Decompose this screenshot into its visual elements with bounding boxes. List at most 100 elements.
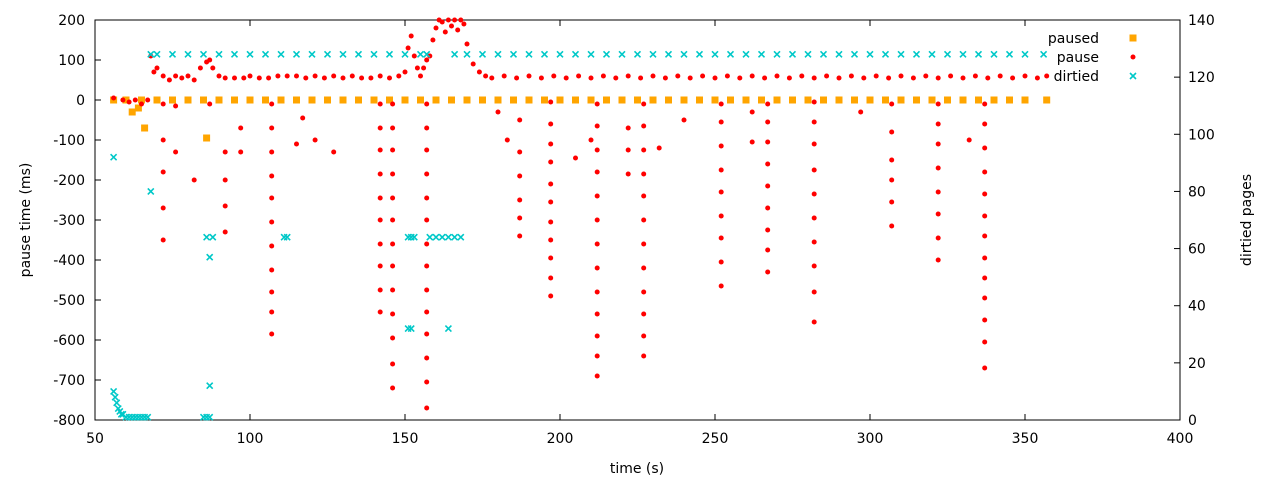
- pause-point: [191, 177, 197, 183]
- pause-point: [889, 129, 895, 135]
- pause-point: [173, 73, 179, 79]
- pause-point: [765, 247, 771, 253]
- pause-point: [294, 141, 299, 147]
- dirtied-point: [835, 50, 843, 58]
- pause-point: [811, 119, 817, 125]
- pause-point: [982, 275, 988, 281]
- y-tick-label: -400: [53, 253, 85, 269]
- x-tick-label: 300: [857, 431, 884, 447]
- pause-point: [548, 237, 554, 243]
- pause-point: [191, 77, 197, 83]
- pause-point: [548, 275, 554, 281]
- pause-point: [390, 147, 396, 153]
- paused-point: [308, 96, 316, 104]
- dirtied-point: [1040, 50, 1048, 58]
- pause-point: [594, 289, 600, 295]
- pause-point: [495, 109, 501, 115]
- pause-point: [294, 73, 299, 79]
- dirtied-point: [804, 50, 812, 58]
- y2-tick-label: 100: [1188, 127, 1215, 143]
- y-tick-label: 0: [76, 93, 85, 109]
- pause-point: [625, 73, 631, 79]
- pause-point: [424, 101, 430, 107]
- pause-point: [390, 263, 396, 269]
- legend-label: pause: [1057, 50, 1099, 66]
- pause-point: [594, 123, 600, 129]
- pause-point: [811, 75, 817, 81]
- dirtied-point: [990, 50, 998, 58]
- legend-marker: [1130, 54, 1136, 60]
- pause-point: [861, 75, 867, 81]
- dirtied-point: [261, 50, 270, 58]
- pause-point: [111, 95, 117, 101]
- paused-point: [618, 96, 626, 104]
- x-tick-label: 50: [86, 431, 104, 447]
- pause-point: [594, 353, 600, 359]
- pause-point: [836, 75, 842, 81]
- paused-point: [742, 96, 750, 104]
- paused-point: [835, 96, 843, 104]
- x-tick-label: 400: [1167, 431, 1194, 447]
- dirtied-point: [649, 50, 657, 58]
- paused-point: [463, 96, 471, 104]
- pause-point: [390, 125, 396, 131]
- pause-point: [982, 121, 988, 127]
- pause-point: [898, 73, 904, 79]
- series-paused: [110, 96, 1051, 142]
- pause-point: [625, 171, 631, 177]
- pause-point: [377, 217, 383, 223]
- pause-point: [681, 117, 687, 123]
- pause-point: [377, 195, 383, 201]
- pause-point: [222, 177, 228, 183]
- pause-point: [321, 75, 327, 81]
- paused-point: [603, 96, 610, 104]
- pause-point: [377, 101, 383, 107]
- x-tick-label: 200: [547, 431, 574, 447]
- pause-point: [982, 255, 988, 261]
- pause-point: [641, 217, 647, 223]
- pause-point: [390, 101, 396, 107]
- pause-point: [197, 65, 203, 71]
- pause-point: [377, 263, 383, 269]
- pause-point: [718, 119, 724, 125]
- pause-point: [718, 143, 724, 149]
- pause-point: [982, 317, 988, 323]
- pause-point: [433, 25, 439, 31]
- pause-point: [312, 73, 318, 79]
- pause-point: [641, 241, 647, 247]
- pause-point: [749, 109, 755, 115]
- pause-point: [331, 149, 337, 155]
- pause-point: [390, 361, 396, 367]
- pause-point: [765, 119, 771, 125]
- dirtied-point: [111, 393, 119, 401]
- pause-point: [765, 205, 771, 211]
- pause-point: [269, 289, 275, 295]
- dirtied-point: [407, 325, 415, 333]
- pause-point: [718, 283, 724, 289]
- pause-point: [889, 101, 895, 107]
- dirtied-point: [110, 387, 118, 395]
- legend-marker: [1129, 72, 1137, 80]
- paused-point: [432, 96, 440, 104]
- pause-point: [489, 75, 495, 81]
- paused-point: [634, 96, 641, 104]
- pause-point: [811, 289, 817, 295]
- pause-point: [269, 331, 275, 337]
- pause-point: [517, 117, 523, 123]
- pause-point: [935, 121, 941, 127]
- pause-point: [424, 241, 430, 247]
- pause-point: [935, 189, 941, 195]
- pause-point: [718, 235, 724, 241]
- y2-tick-label: 0: [1188, 413, 1197, 429]
- series-pause: [111, 17, 1050, 411]
- pause-point: [573, 155, 578, 161]
- pause-point: [222, 203, 228, 209]
- pause-point: [476, 69, 482, 75]
- dirtied-point: [959, 50, 967, 58]
- paused-point: [913, 96, 920, 104]
- pause-point: [160, 169, 166, 175]
- dirtied-point: [292, 50, 301, 58]
- pause-point: [563, 75, 569, 81]
- pause-point: [765, 139, 771, 145]
- y-tick-label: -300: [53, 213, 85, 229]
